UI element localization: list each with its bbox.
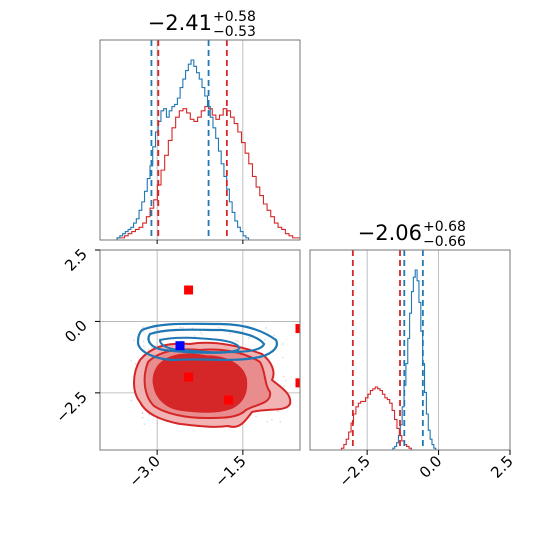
bottom-left-y-tick-label: 0.0 <box>61 317 91 347</box>
sample-point <box>271 419 273 421</box>
sample-point <box>273 334 275 337</box>
red-square-marker <box>224 395 234 405</box>
sample-point <box>282 375 285 378</box>
bottom-left-x-tick-label: −3.0 <box>125 452 163 490</box>
sample-point <box>229 332 231 335</box>
bottom-left-panel <box>99 249 301 451</box>
red-square-marker <box>295 378 300 388</box>
sample-point <box>266 421 269 423</box>
sample-point <box>182 327 184 329</box>
sample-point <box>284 379 287 382</box>
red-square-marker <box>184 372 194 382</box>
sample-point <box>147 348 150 351</box>
param1-blue-histogram <box>116 59 250 240</box>
sample-point <box>156 327 158 330</box>
bottom-right-x-tick-label: −2.5 <box>335 452 373 490</box>
sample-point <box>142 326 144 328</box>
sample-point <box>265 327 268 329</box>
bottom-right-frame <box>309 249 511 451</box>
bottom-left-y-tick-label: 2.5 <box>61 245 91 275</box>
sample-point <box>248 337 250 340</box>
sample-point <box>234 339 237 342</box>
bottom-right-panel <box>309 249 511 451</box>
sample-point <box>130 399 133 402</box>
sample-point <box>237 341 240 343</box>
sample-point <box>179 326 182 329</box>
param1-red-histogram <box>116 106 301 240</box>
sample-point <box>134 363 137 365</box>
sample-point <box>141 416 144 419</box>
param2-title-main: −2.06 <box>358 221 422 245</box>
sample-point <box>191 327 194 330</box>
blue-square-marker <box>175 341 185 351</box>
param1-title-main: −2.41 <box>148 11 212 35</box>
sample-point <box>282 356 284 359</box>
sample-point <box>133 339 135 342</box>
sample-point <box>157 329 159 331</box>
sample-point <box>148 414 150 416</box>
bottom-right-x-tick-label: 0.0 <box>416 452 446 482</box>
sample-point <box>143 423 146 425</box>
sample-point <box>130 360 132 362</box>
sample-point <box>156 422 159 425</box>
sample-point <box>217 326 220 329</box>
sample-point <box>255 415 257 418</box>
red-square-marker <box>184 285 194 295</box>
sample-point <box>279 421 282 423</box>
bottom-left-x-tick-label: −1.5 <box>211 452 249 490</box>
red-contour-inner-fill <box>152 353 248 413</box>
sample-point <box>236 340 239 342</box>
param1-title-minus: −0.53 <box>213 24 256 40</box>
top-left-panel <box>99 39 301 241</box>
sample-point <box>201 333 203 335</box>
sample-point <box>199 331 202 334</box>
param2-title-minus: −0.66 <box>423 234 466 250</box>
blue-contour-middle <box>147 328 266 354</box>
sample-point <box>141 412 144 414</box>
sample-point <box>142 340 145 343</box>
sample-point <box>151 346 153 349</box>
sample-point <box>283 385 285 387</box>
param2-title-plus: +0.68 <box>423 219 466 235</box>
sample-point <box>282 343 284 345</box>
sample-point <box>142 331 145 333</box>
sample-point <box>277 410 280 412</box>
sample-point <box>193 335 196 337</box>
sample-point <box>143 345 145 347</box>
bottom-left-y-tick-label: −2.5 <box>52 388 90 426</box>
bottom-right-x-tick-label: 2.5 <box>487 452 517 482</box>
param1-title-plus: +0.58 <box>213 9 256 25</box>
blue-contour-outer <box>136 322 278 362</box>
sample-point <box>264 338 266 341</box>
blue-contour-inner <box>158 336 240 354</box>
red-square-marker <box>295 324 300 334</box>
top-left-frame <box>99 39 301 241</box>
bottom-left-frame <box>99 249 301 451</box>
